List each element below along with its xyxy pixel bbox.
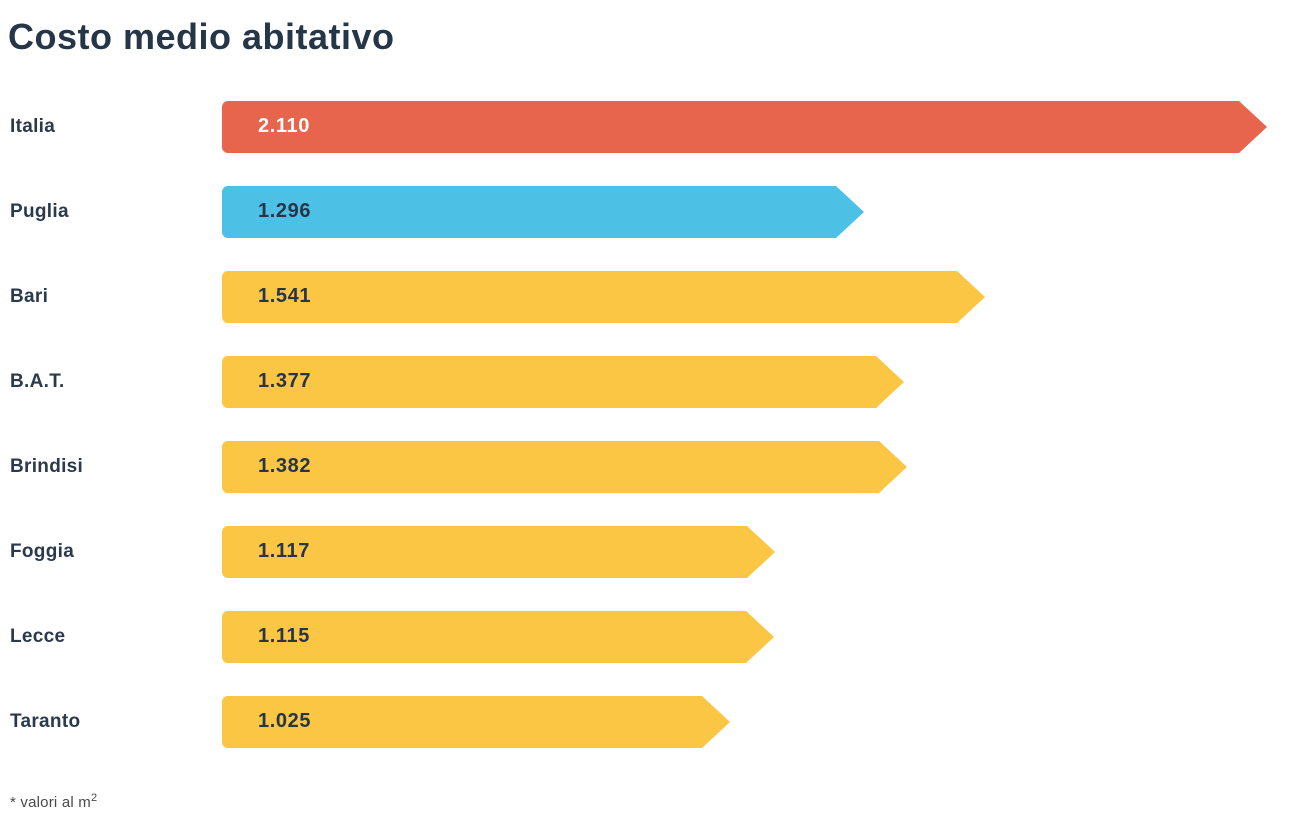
bar-arrow-tip — [879, 440, 907, 493]
bar-value-label: 1.296 — [258, 200, 312, 222]
bar-arrow-tip — [836, 185, 864, 238]
footnote: * valori al m2 — [10, 792, 1311, 811]
bar-foggia: 1.117 — [222, 525, 775, 578]
category-label: Italia — [10, 115, 56, 137]
bar-value-label: 1.025 — [258, 710, 312, 732]
bar-italia: 2.110 — [222, 100, 1267, 153]
category-label: Bari — [10, 285, 49, 307]
bar-arrow-tip — [957, 270, 985, 323]
category-label: Lecce — [10, 625, 66, 647]
bar-taranto: 1.025 — [222, 695, 730, 748]
category-label: Brindisi — [10, 455, 84, 477]
category-label: Foggia — [10, 540, 75, 562]
bar-value-label: 1.541 — [258, 285, 312, 307]
category-label: Puglia — [10, 200, 69, 222]
chart-row-foggia: Foggia 1.117 — [0, 509, 1311, 594]
chart-row-puglia: Puglia 1.296 — [0, 169, 1311, 254]
bar-arrow-tip — [702, 695, 730, 748]
bar-bari: 1.541 — [222, 270, 985, 323]
bar-arrow-tip — [1239, 100, 1267, 153]
bar-area: 1.025 — [222, 695, 1311, 748]
chart-row-italia: Italia 2.110 — [0, 84, 1311, 169]
bar-value-label: 1.115 — [258, 625, 310, 647]
chart-row-lecce: Lecce 1.115 — [0, 594, 1311, 679]
footnote-text: * valori al m — [10, 794, 91, 811]
chart-title: Costo medio abitativo — [8, 16, 395, 57]
bar-arrow-tip — [876, 355, 904, 408]
bar-value-label: 1.117 — [258, 540, 310, 562]
chart-row-bari: Bari 1.541 — [0, 254, 1311, 339]
bar-lecce: 1.115 — [222, 610, 774, 663]
chart-rows: Italia 2.110 Puglia 1.296 Bari 1.541 B.A.T. 1.3… — [0, 84, 1311, 764]
bar-value-label: 1.377 — [258, 370, 312, 392]
bar-value-label: 1.382 — [258, 455, 312, 477]
bar-brindisi: 1.382 — [222, 440, 907, 493]
category-label: Taranto — [10, 710, 81, 732]
bar-area: 1.115 — [222, 610, 1311, 663]
chart-row-brindisi: Brindisi 1.382 — [0, 424, 1311, 509]
category-label: B.A.T. — [10, 370, 65, 392]
bar-area: 2.110 — [222, 100, 1311, 153]
bar-puglia: 1.296 — [222, 185, 864, 238]
bar-area: 1.541 — [222, 270, 1311, 323]
footnote-superscript: 2 — [90, 792, 98, 804]
bar-value-label: 2.110 — [258, 115, 310, 137]
bar-arrow-tip — [747, 525, 775, 578]
bar-area: 1.117 — [222, 525, 1311, 578]
chart-row-bat: B.A.T. 1.377 — [0, 339, 1311, 424]
bar-bat: 1.377 — [222, 355, 904, 408]
bar-area: 1.377 — [222, 355, 1311, 408]
bar-area: 1.296 — [222, 185, 1311, 238]
chart-row-taranto: Taranto 1.025 — [0, 679, 1311, 764]
bar-arrow-tip — [746, 610, 774, 663]
bar-area: 1.382 — [222, 440, 1311, 493]
